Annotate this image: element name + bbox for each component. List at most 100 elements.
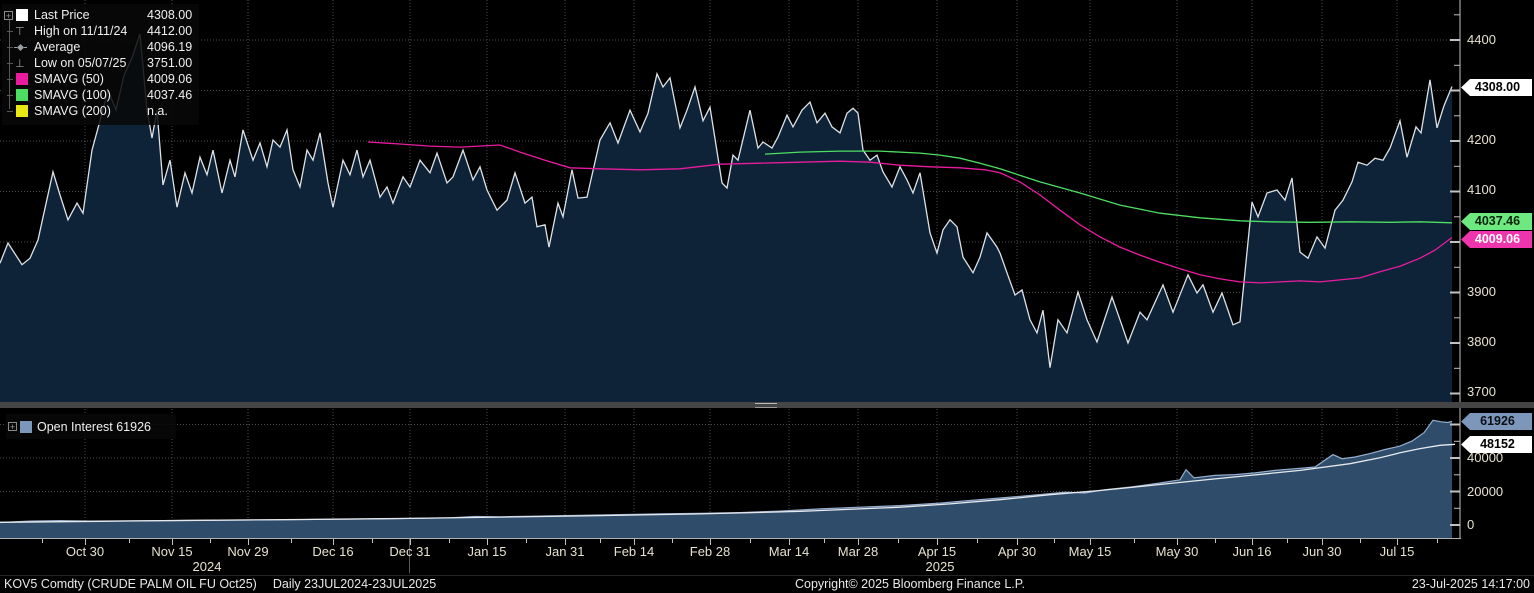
legend-label: High on 11/11/24: [34, 24, 128, 38]
legend-swatch: [16, 89, 28, 101]
x-axis-major-tick: [172, 539, 173, 545]
x-axis-minor-tick: [672, 539, 673, 543]
x-axis-major-tick: [85, 539, 86, 545]
chart-canvas[interactable]: [0, 0, 1461, 538]
x-axis-minor-tick: [824, 539, 825, 543]
x-axis-strip: Oct 30 Nov 15 Nov 29 Dec 16 Dec 31 Jan 15 Jan …: [0, 538, 1534, 575]
x-axis-major-tick: [248, 539, 249, 545]
x-axis-minor-tick: [372, 539, 373, 543]
x-axis-tick-label: Dec 16: [312, 544, 354, 559]
legend-row[interactable]: SMAVG (200) n.a.: [2, 103, 199, 119]
legend-tree-stub: [7, 46, 13, 48]
x-axis-tick-label: Jun 30: [1302, 544, 1342, 559]
legend-row[interactable]: + Last Price 4308.00: [2, 7, 199, 23]
x-axis-major-tick: [1252, 539, 1253, 545]
legend-row[interactable]: Average 4096.19: [2, 39, 199, 55]
panel-separator: [0, 402, 1534, 408]
legend-tree-rail: [9, 20, 10, 109]
legend-tree-stub: [7, 78, 13, 80]
x-axis-major-tick: [789, 539, 790, 545]
open-interest-axis-label: 61926: [1461, 413, 1532, 430]
x-axis-tick-label: Nov 15: [151, 544, 193, 559]
x-axis-tick-label: Jan 31: [545, 544, 585, 559]
year-divider: [409, 539, 410, 573]
y-axis-tick-label: 4100: [1467, 182, 1496, 197]
y-axis-tick-label: 0: [1467, 517, 1475, 532]
x-axis-tick-label: Jun 16: [1232, 544, 1272, 559]
x-axis-major-tick: [410, 539, 411, 545]
x-axis-tick-label: Mar 28: [837, 544, 879, 559]
x-axis-major-tick: [937, 539, 938, 545]
legend-value: 3751.00: [147, 56, 193, 70]
x-axis-minor-tick: [291, 539, 292, 543]
status-bar: KOV5 Comdty (CRUDE PALM OIL FU Oct25) Da…: [0, 575, 1534, 593]
date-range: Daily 23JUL2024-23JUL2025: [272, 577, 437, 591]
legend-value: 4037.46: [147, 88, 193, 102]
x-axis-tick-label: May 15: [1068, 544, 1112, 559]
x-axis-tick-label: Mar 14: [768, 544, 810, 559]
x-axis-tick-label: Feb 14: [613, 544, 655, 559]
legend-tree-stub: [7, 30, 13, 32]
legend-label: Last Price: [34, 8, 90, 22]
x-axis-tick-label: Dec 31: [389, 544, 431, 559]
year-label: 2025: [925, 559, 955, 574]
instrument-title: KOV5 Comdty (CRUDE PALM OIL FU Oct25): [4, 577, 257, 591]
x-axis-major-tick: [1017, 539, 1018, 545]
open-interest-legend[interactable]: + Open Interest 61926: [6, 414, 176, 439]
x-axis-major-tick: [710, 539, 711, 545]
expand-plus-icon[interactable]: +: [8, 422, 17, 432]
y-axis-tick-label: 3800: [1467, 334, 1496, 349]
x-axis-tick-label: Apr 30: [997, 544, 1037, 559]
x-axis-minor-tick: [1287, 539, 1288, 543]
x-axis-tick-label: Nov 29: [227, 544, 269, 559]
x-axis-major-tick: [1177, 539, 1178, 545]
x-axis-minor-tick: [898, 539, 899, 543]
legend-swatch: [16, 105, 28, 117]
average-marker-icon: [14, 43, 27, 51]
x-axis-minor-tick: [1134, 539, 1135, 543]
legend-value: 4412.00: [147, 24, 193, 38]
high-marker-icon: ⊤: [15, 24, 25, 38]
x-axis-major-tick: [634, 539, 635, 545]
x-axis-tick-label: Jul 15: [1379, 544, 1415, 559]
x-axis-minor-tick: [1360, 539, 1361, 543]
legend-row[interactable]: ⊥ Low on 05/07/25 3751.00: [2, 55, 199, 71]
timestamp: 23-Jul-2025 14:17:00: [1411, 577, 1530, 591]
y-axis-tick-label: 4400: [1467, 32, 1496, 47]
x-axis-major-tick: [333, 539, 334, 545]
legend-tree-stub: [7, 62, 13, 64]
x-axis-minor-tick: [600, 539, 601, 543]
legend-value: n.a.: [147, 104, 168, 118]
sma50-axis-label: 4009.06: [1461, 231, 1532, 248]
legend-label: SMAVG (50): [34, 72, 104, 86]
legend-tree-stub: [7, 110, 13, 112]
x-axis-minor-tick: [1437, 539, 1438, 543]
legend-tree-stub: [7, 94, 13, 96]
x-axis-minor-tick: [750, 539, 751, 543]
last-price-axis-label: 4308.00: [1461, 79, 1532, 96]
x-axis-minor-tick: [129, 539, 130, 543]
expand-plus-icon[interactable]: +: [4, 10, 13, 21]
legend-row[interactable]: ⊤ High on 11/11/24 4412.00: [2, 23, 199, 39]
legend-swatch: [16, 9, 28, 21]
x-axis-tick-label: Feb 28: [689, 544, 731, 559]
legend-row[interactable]: SMAVG (50) 4009.06: [2, 71, 199, 87]
legend-label: SMAVG (200): [34, 104, 111, 118]
x-axis-major-tick: [1397, 539, 1398, 545]
x-axis-tick-label: Oct 30: [65, 544, 105, 559]
y-axis-tick-label: 40000: [1467, 450, 1504, 465]
open-interest-swatch: [20, 420, 32, 433]
legend-label: Low on 05/07/25: [34, 56, 127, 70]
x-axis-tick-label: Apr 15: [917, 544, 957, 559]
legend-value: 4009.06: [147, 72, 193, 86]
legend-swatch: [16, 73, 28, 85]
legend-row[interactable]: SMAVG (100) 4037.46: [2, 87, 199, 103]
x-axis-major-tick: [1322, 539, 1323, 545]
panel-separator-handle[interactable]: [755, 403, 777, 408]
x-axis-tick-label: May 30: [1155, 544, 1199, 559]
x-axis-minor-tick: [1054, 539, 1055, 543]
year-label: 2024: [192, 559, 222, 574]
y-axis-tick-label: 4200: [1467, 132, 1496, 147]
price-legend: + Last Price 4308.00 ⊤ High on 11/11/24 4412.…: [2, 4, 199, 125]
